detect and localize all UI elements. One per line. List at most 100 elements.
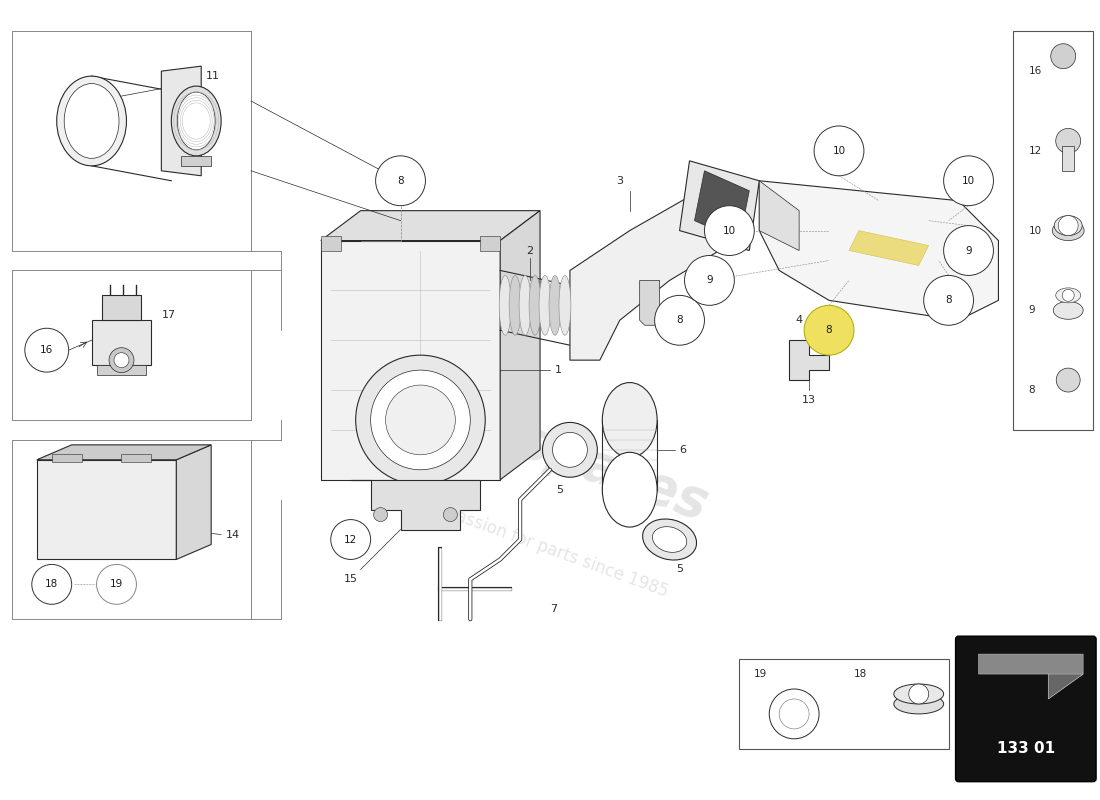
- Ellipse shape: [559, 275, 571, 335]
- Ellipse shape: [1053, 221, 1085, 241]
- Polygon shape: [176, 445, 211, 559]
- Polygon shape: [759, 181, 799, 250]
- Text: 9: 9: [706, 275, 713, 286]
- Text: 10: 10: [833, 146, 846, 156]
- Ellipse shape: [552, 432, 587, 467]
- Text: 133 01: 133 01: [997, 742, 1055, 756]
- Polygon shape: [789, 340, 829, 380]
- Text: 2: 2: [527, 246, 534, 255]
- Polygon shape: [182, 156, 211, 166]
- Ellipse shape: [172, 86, 221, 156]
- Ellipse shape: [603, 452, 657, 527]
- Text: 17: 17: [162, 310, 176, 320]
- Text: 16: 16: [40, 345, 54, 355]
- Circle shape: [1063, 290, 1075, 302]
- Circle shape: [684, 255, 735, 306]
- Ellipse shape: [1056, 288, 1080, 303]
- Circle shape: [769, 689, 820, 739]
- Text: 16: 16: [1028, 66, 1042, 76]
- Polygon shape: [694, 170, 749, 241]
- Circle shape: [924, 275, 974, 326]
- Circle shape: [25, 328, 68, 372]
- Bar: [91, 320, 152, 365]
- Text: 8: 8: [945, 295, 952, 306]
- Text: a passion for parts since 1985: a passion for parts since 1985: [429, 498, 671, 601]
- Text: 9: 9: [1028, 306, 1035, 315]
- Circle shape: [944, 226, 993, 275]
- Bar: [36, 460, 176, 559]
- Ellipse shape: [894, 684, 944, 704]
- Text: 8: 8: [826, 326, 833, 335]
- Text: 15: 15: [343, 574, 358, 584]
- Ellipse shape: [1053, 302, 1084, 319]
- Ellipse shape: [652, 526, 686, 552]
- Polygon shape: [979, 654, 1084, 699]
- Text: 5: 5: [557, 485, 563, 494]
- Polygon shape: [570, 190, 719, 360]
- Bar: [321, 235, 341, 250]
- Ellipse shape: [177, 92, 216, 150]
- Ellipse shape: [642, 519, 696, 560]
- Text: 18: 18: [45, 579, 58, 590]
- Circle shape: [654, 295, 704, 345]
- Circle shape: [355, 355, 485, 485]
- Text: 5: 5: [676, 565, 683, 574]
- Bar: [12, 270, 251, 420]
- Text: 3: 3: [616, 176, 624, 186]
- Text: 19: 19: [110, 579, 123, 590]
- Text: 11: 11: [206, 71, 220, 81]
- FancyBboxPatch shape: [956, 636, 1096, 782]
- Bar: [121, 454, 152, 462]
- Text: 1: 1: [556, 365, 562, 375]
- Text: 13: 13: [802, 395, 816, 405]
- Bar: [101, 295, 142, 320]
- Circle shape: [1058, 216, 1078, 235]
- Polygon shape: [759, 181, 999, 320]
- Polygon shape: [640, 281, 660, 326]
- Circle shape: [804, 306, 854, 355]
- Polygon shape: [351, 480, 481, 530]
- Circle shape: [371, 370, 471, 470]
- Polygon shape: [36, 445, 211, 460]
- Bar: [481, 235, 500, 250]
- Text: 12: 12: [1028, 146, 1042, 156]
- Ellipse shape: [57, 76, 126, 166]
- Ellipse shape: [529, 275, 541, 335]
- Polygon shape: [1048, 674, 1084, 699]
- Text: 18: 18: [854, 669, 867, 679]
- Ellipse shape: [109, 348, 134, 373]
- Bar: [1063, 146, 1075, 170]
- Ellipse shape: [894, 694, 944, 714]
- Ellipse shape: [1054, 216, 1082, 235]
- Ellipse shape: [1050, 44, 1076, 69]
- Text: 8: 8: [676, 315, 683, 326]
- Text: 8: 8: [397, 176, 404, 186]
- Circle shape: [32, 565, 72, 604]
- Polygon shape: [321, 241, 500, 480]
- Ellipse shape: [509, 275, 521, 335]
- Circle shape: [374, 508, 387, 522]
- Text: 19: 19: [755, 669, 768, 679]
- Bar: [12, 31, 251, 250]
- Circle shape: [944, 156, 993, 206]
- Circle shape: [375, 156, 426, 206]
- Circle shape: [779, 699, 810, 729]
- Text: 10: 10: [723, 226, 736, 235]
- Ellipse shape: [64, 84, 119, 158]
- Ellipse shape: [1056, 129, 1080, 154]
- Circle shape: [386, 385, 455, 455]
- Circle shape: [1056, 368, 1080, 392]
- Bar: [1013, 31, 1093, 430]
- Ellipse shape: [114, 353, 129, 368]
- Polygon shape: [321, 210, 540, 241]
- Circle shape: [443, 508, 458, 522]
- Ellipse shape: [542, 422, 597, 478]
- Circle shape: [704, 206, 755, 255]
- Ellipse shape: [549, 275, 561, 335]
- Bar: [97, 365, 146, 375]
- Ellipse shape: [499, 275, 512, 335]
- Circle shape: [814, 126, 864, 176]
- Circle shape: [97, 565, 136, 604]
- Text: 9: 9: [965, 246, 972, 255]
- Circle shape: [909, 684, 928, 704]
